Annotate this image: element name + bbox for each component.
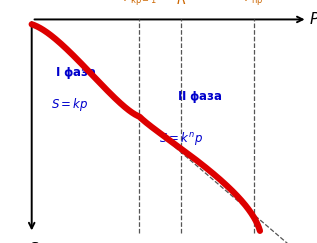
Text: $\mathbf{\it P}_{\mathbf{\rm пр}}$: $\mathbf{\it P}_{\mathbf{\rm пр}}$ [244, 0, 263, 7]
Text: $\mathbf{\it S{=}k^n p}$: $\mathbf{\it S{=}k^n p}$ [158, 130, 203, 147]
Text: $\mathbf{\it P}_{\mathbf{\rm кр-1}}$: $\mathbf{\it P}_{\mathbf{\rm кр-1}}$ [123, 0, 156, 7]
Text: $\mathbf{\it S}$: $\mathbf{\it S}$ [28, 241, 39, 243]
Text: $\mathbf{\it P}$: $\mathbf{\it P}$ [309, 11, 317, 27]
Text: $\mathbf{\it S = kp}$: $\mathbf{\it S = kp}$ [51, 96, 88, 113]
Text: $\mathbf{I\ \phi a з а}$: $\mathbf{I\ \phi a з а}$ [55, 65, 97, 81]
Text: $\mathbf{II\ \phi a з а}$: $\mathbf{II\ \phi a з а}$ [177, 89, 223, 105]
Text: $\mathbf{\it R}$: $\mathbf{\it R}$ [176, 0, 186, 7]
